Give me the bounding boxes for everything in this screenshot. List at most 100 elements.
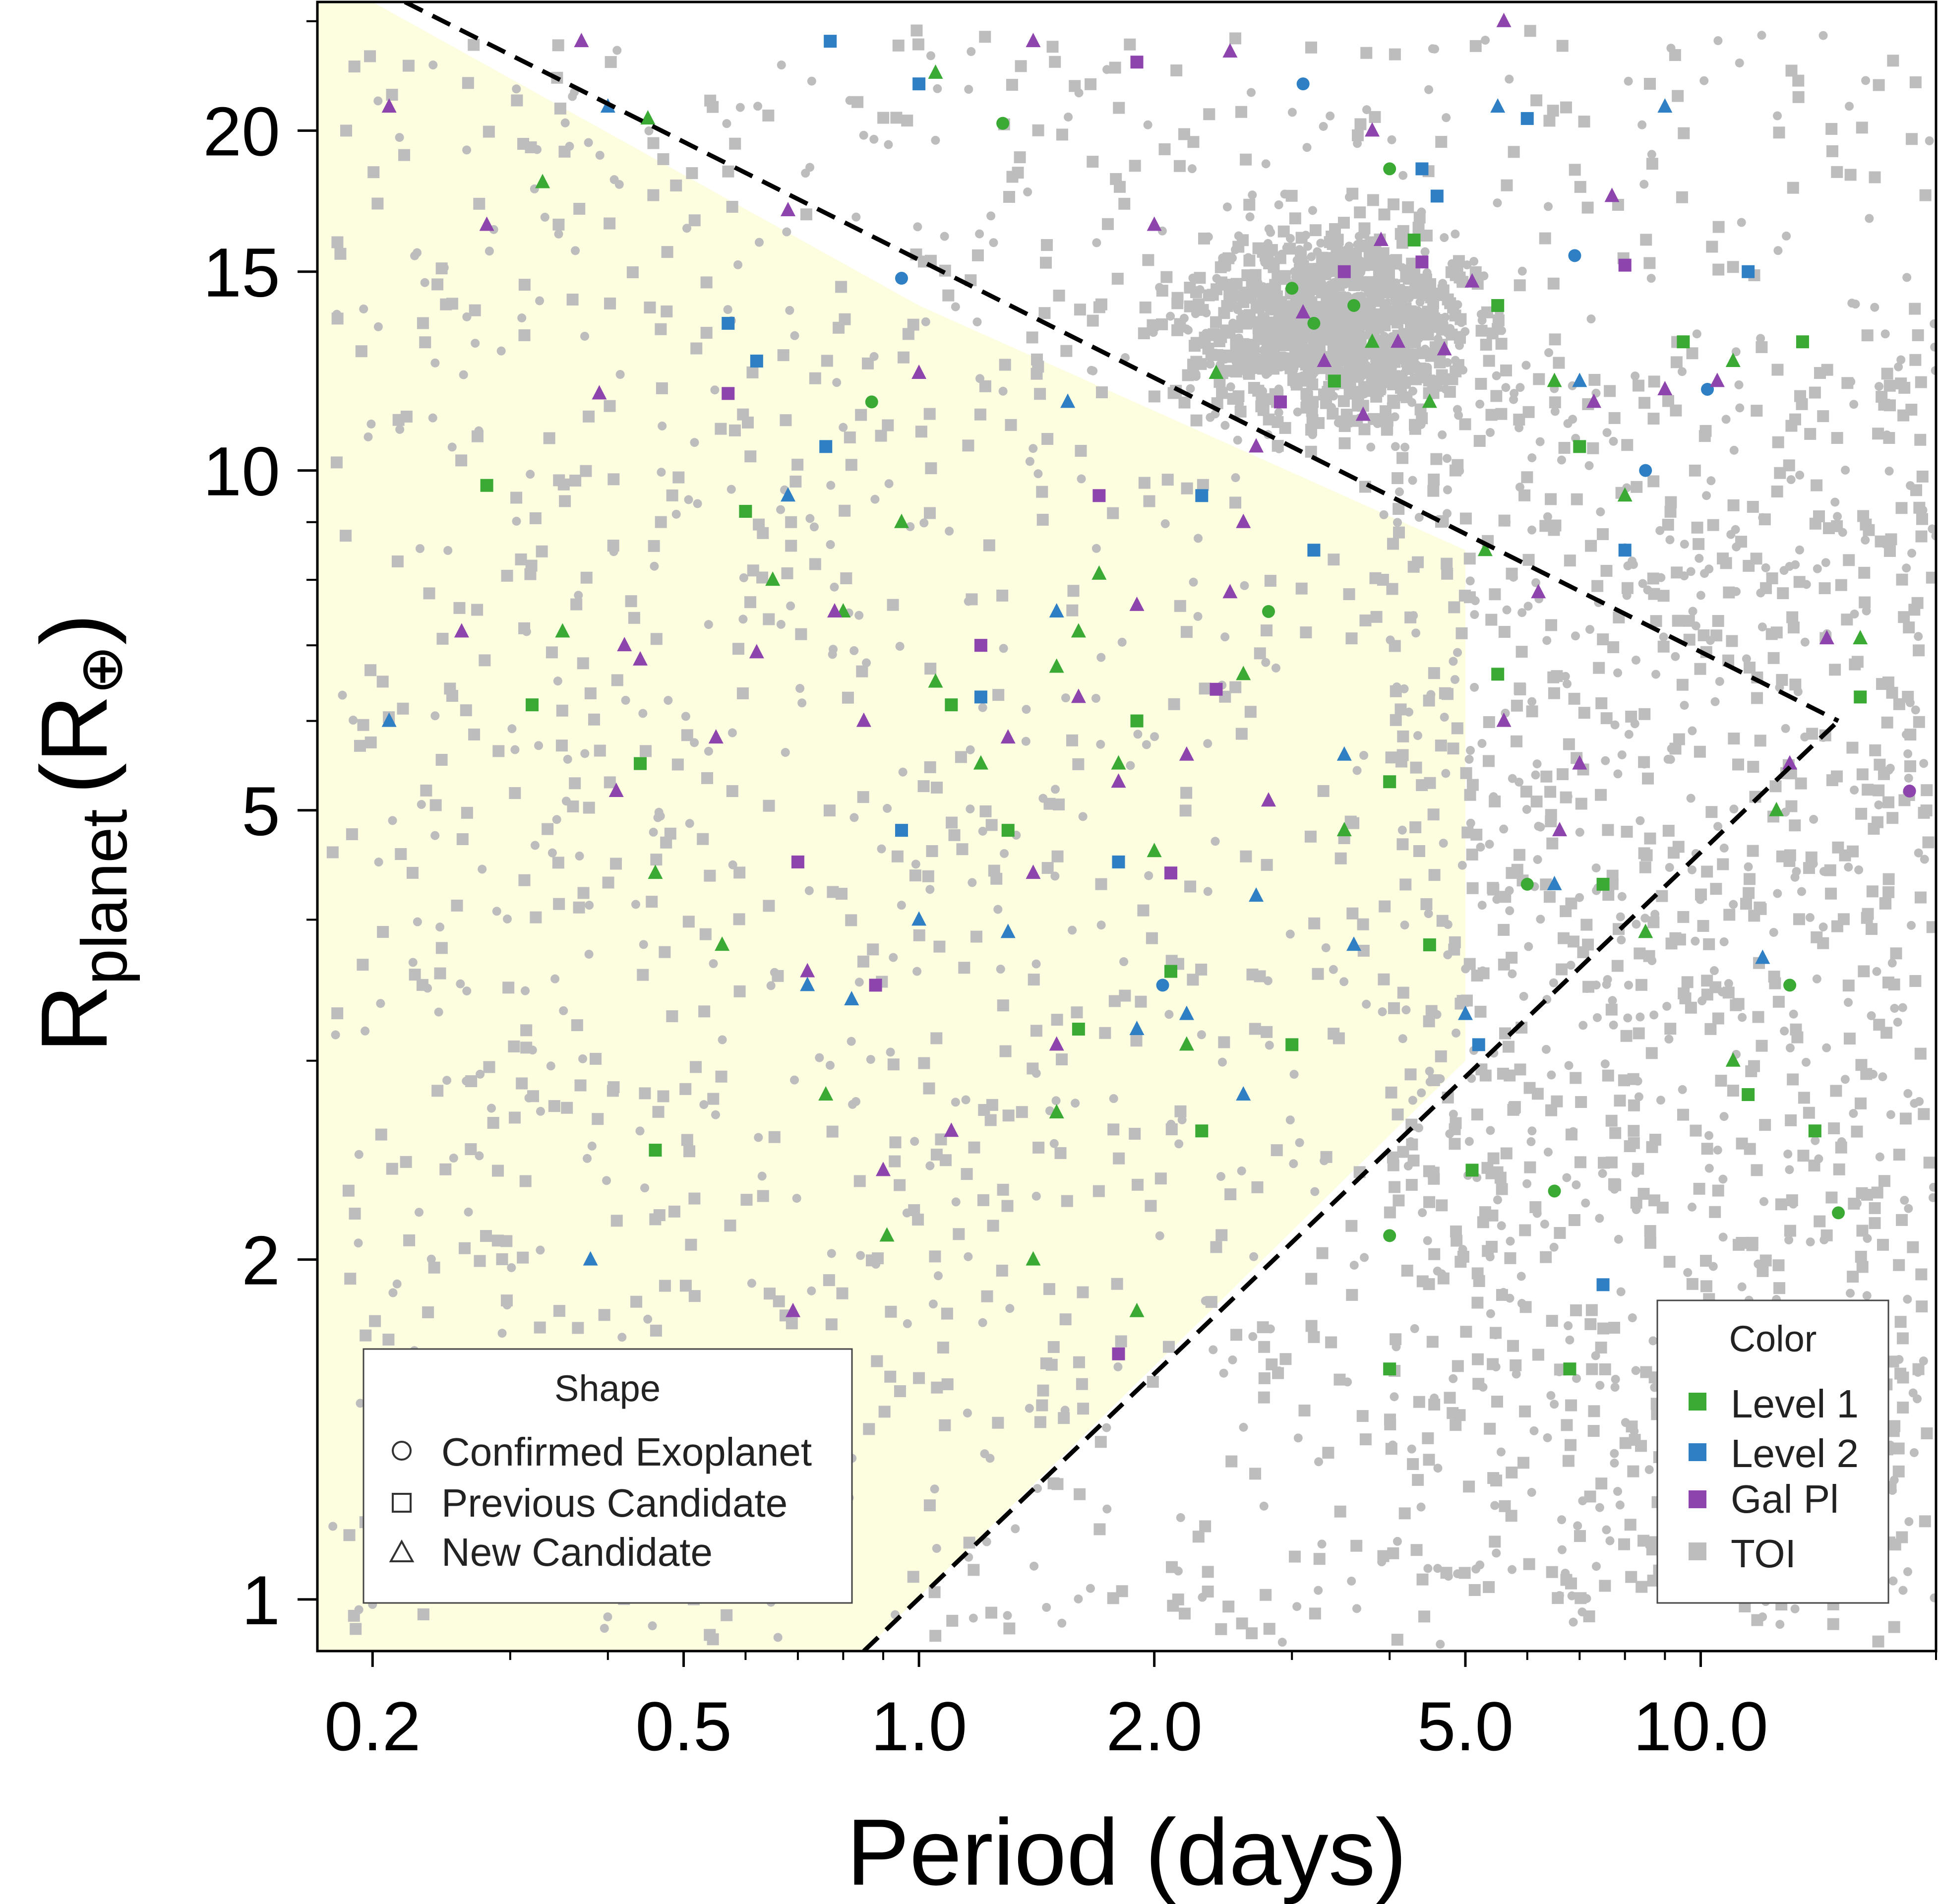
toi-point [1482, 755, 1495, 767]
toi-point [1772, 436, 1784, 448]
toi-point [569, 474, 582, 487]
toi-point [400, 410, 413, 423]
toi-point [1230, 1329, 1243, 1341]
toi-point [1802, 1057, 1811, 1067]
toi-point [1466, 882, 1479, 894]
toi-point [975, 229, 984, 239]
toi-point [1060, 345, 1073, 357]
toi-point [1789, 1009, 1798, 1019]
toi-point [1310, 1187, 1320, 1196]
level-1-point [1563, 1362, 1576, 1376]
toi-point [1454, 1409, 1466, 1421]
gal-pl-point [875, 1162, 891, 1176]
toi-point [1915, 1268, 1928, 1281]
toi-point [554, 229, 563, 239]
toi-point [1527, 1488, 1536, 1497]
toi-point [1433, 1564, 1443, 1573]
toi-point [1697, 920, 1709, 932]
toi-point [1470, 596, 1480, 606]
toi-point [1195, 963, 1208, 976]
toi-point [553, 1305, 565, 1317]
toi-point [1645, 1047, 1658, 1059]
toi-point [1571, 631, 1580, 641]
toi-point [1329, 965, 1338, 974]
toi-point [1903, 1567, 1912, 1576]
toi-point [1500, 364, 1513, 376]
toi-point [721, 1609, 733, 1621]
toi-point [1460, 994, 1473, 1007]
toi-point [1582, 984, 1592, 993]
toi-point [1636, 816, 1645, 825]
toi-point [449, 1153, 458, 1163]
toi-point [1761, 563, 1770, 572]
toi-point [1435, 136, 1448, 148]
toi-point [1557, 768, 1569, 780]
toi-point [1530, 94, 1543, 107]
gal-pl-point [1415, 255, 1429, 269]
toi-point [1187, 974, 1199, 986]
toi-point [1240, 153, 1252, 166]
toi-point [1491, 1330, 1500, 1340]
toi-point [1501, 179, 1513, 191]
toi-point [1608, 996, 1617, 1005]
toi-point [1492, 1548, 1501, 1558]
toi-point [1226, 382, 1235, 391]
toi-point [1061, 693, 1070, 703]
toi-point [344, 1273, 357, 1285]
toi-point [1522, 406, 1535, 418]
toi-point [1180, 787, 1193, 799]
toi-point [1405, 1179, 1418, 1191]
toi-point [1264, 283, 1273, 292]
toi-point [1829, 664, 1841, 676]
toi-point [1550, 407, 1560, 416]
toi-point [639, 940, 648, 949]
toi-point [1517, 266, 1527, 276]
toi-point [1496, 1183, 1508, 1195]
toi-point [1006, 171, 1019, 183]
gal-pl-point [1295, 304, 1311, 319]
toi-point [1831, 166, 1843, 178]
toi-point [886, 1047, 895, 1057]
toi-point [355, 345, 367, 358]
toi-point [711, 1110, 720, 1119]
toi-point [1394, 487, 1404, 496]
toi-point [1751, 405, 1763, 417]
toi-point [1719, 843, 1729, 853]
gal-pl-point [791, 855, 804, 868]
toi-point [1459, 512, 1472, 525]
toi-point [1861, 912, 1873, 924]
toi-point [1609, 1020, 1618, 1030]
toi-point [1003, 1622, 1016, 1635]
toi-point [1713, 36, 1723, 45]
toi-point [928, 1586, 941, 1598]
toi-point [1463, 958, 1476, 970]
toi-point [1102, 1423, 1111, 1432]
toi-point [1307, 252, 1316, 261]
toi-point [1738, 1013, 1747, 1022]
toi-point [1416, 1502, 1426, 1512]
toi-point [1338, 437, 1351, 449]
toi-point [1285, 929, 1295, 939]
toi-point [1771, 364, 1784, 376]
toi-point [649, 1213, 662, 1226]
toi-point [958, 962, 970, 974]
toi-point [1565, 1577, 1577, 1590]
toi-point [1914, 891, 1927, 904]
toi-point [400, 1156, 412, 1168]
toi-point [1440, 713, 1449, 722]
toi-point [1408, 1096, 1417, 1105]
color-legend-label-level-2: Level 2 [1731, 1431, 1859, 1475]
level-1-point [1164, 965, 1178, 978]
toi-point [1544, 786, 1557, 798]
toi-point [1486, 428, 1495, 437]
toi-point [1855, 1250, 1867, 1263]
toi-point [1825, 123, 1838, 135]
toi-point [1663, 1256, 1676, 1268]
toi-point [553, 898, 565, 910]
toi-point [1416, 276, 1429, 289]
toi-point [1352, 1604, 1361, 1613]
toi-point [1254, 353, 1266, 366]
toi-point [1529, 1426, 1539, 1435]
toi-point [1197, 479, 1209, 491]
